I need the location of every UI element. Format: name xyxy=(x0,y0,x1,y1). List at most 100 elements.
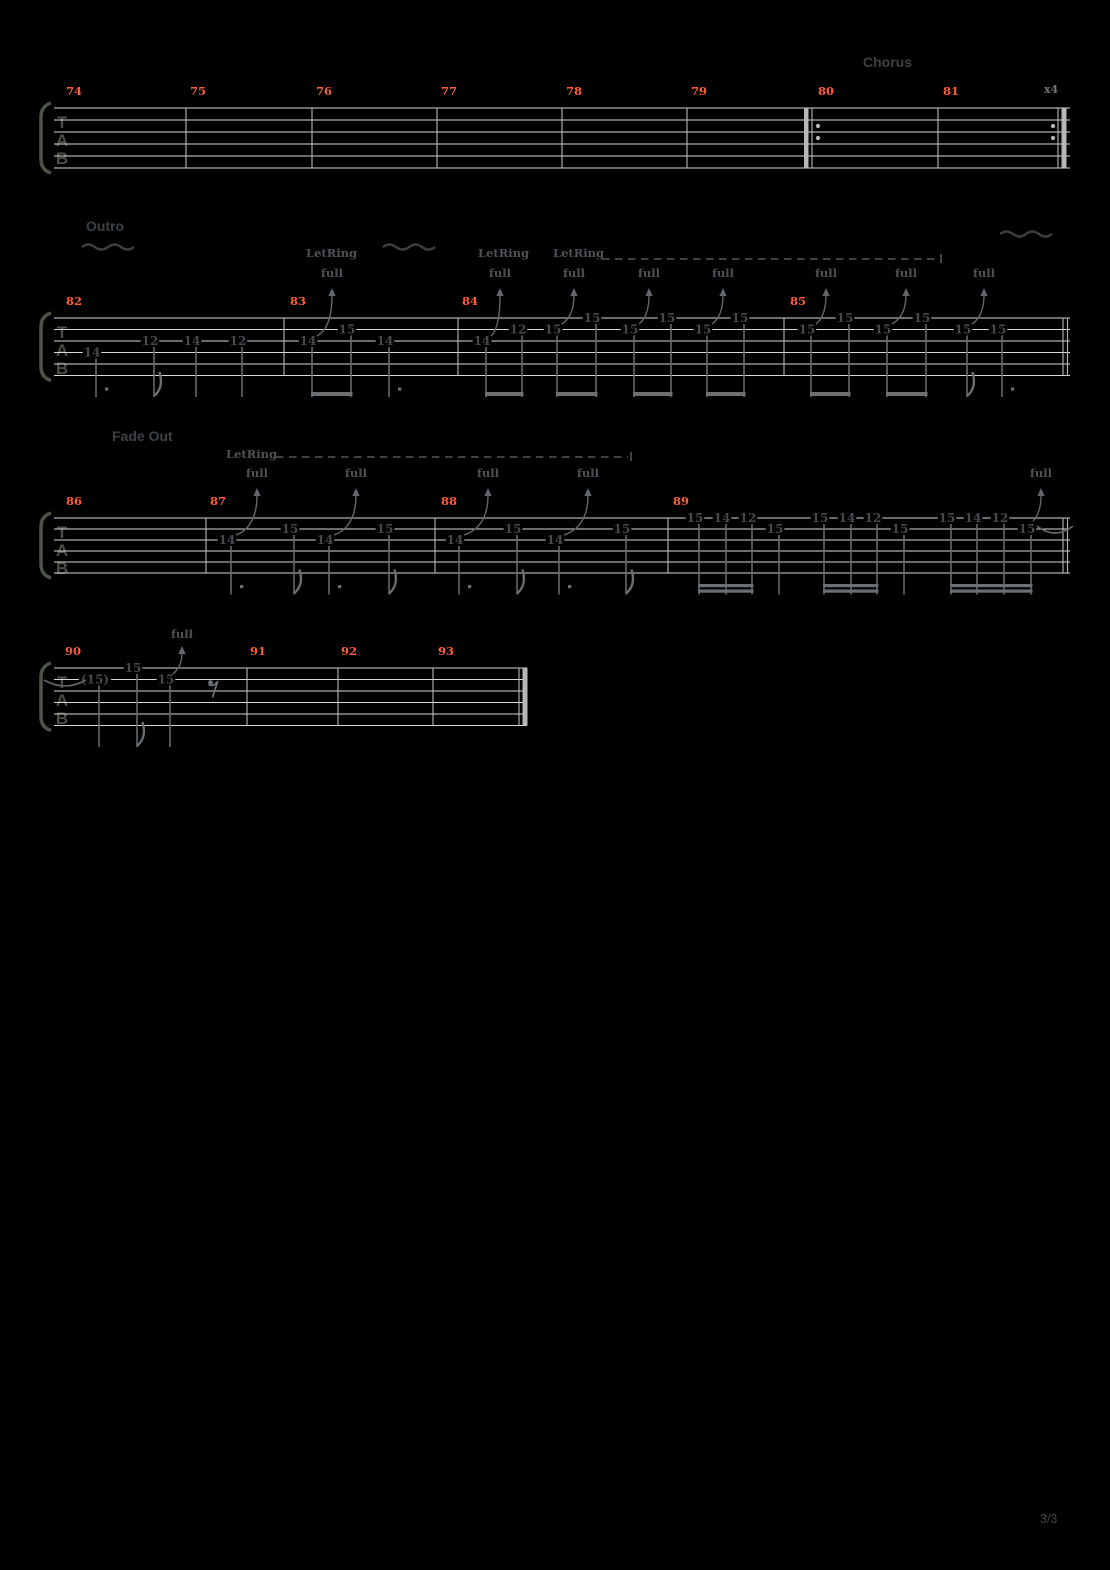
full-bend-label: full xyxy=(246,466,269,480)
measure-number: 92 xyxy=(341,644,357,658)
bend-arrowhead xyxy=(570,288,578,296)
fret-number: 14 xyxy=(547,533,564,547)
fret-number: 15 xyxy=(282,522,299,536)
measure-number: 88 xyxy=(441,494,457,508)
fret-number: 15 xyxy=(812,511,829,525)
fret-number: 12 xyxy=(510,323,527,337)
letring-label: LetRing xyxy=(226,447,277,461)
eighth-flag xyxy=(153,371,163,397)
full-bend-label: full xyxy=(895,266,918,280)
fret-knockout xyxy=(217,534,237,546)
barline-thick xyxy=(522,668,528,726)
fret-number: 14 xyxy=(184,334,201,348)
section-label: Outro xyxy=(86,218,124,234)
eighth-flag xyxy=(388,569,398,595)
beam xyxy=(823,589,879,593)
measure-number: 77 xyxy=(441,84,457,98)
bend-arrowhead xyxy=(352,488,360,496)
bend-arrowhead xyxy=(645,288,653,296)
fret-knockout xyxy=(298,335,318,347)
bend-arrow-shaft xyxy=(333,494,357,536)
fret-knockout xyxy=(890,523,910,535)
beam xyxy=(698,584,754,588)
bend-arrowhead xyxy=(902,288,910,296)
fret-number: 15 xyxy=(892,522,909,536)
full-bend-label: full xyxy=(638,266,661,280)
fret-number: 15 xyxy=(158,673,175,687)
fret-knockout xyxy=(657,312,677,324)
fret-knockout xyxy=(82,346,102,359)
fret-number: 15 xyxy=(505,522,522,536)
system-bracket xyxy=(39,101,52,175)
page-indicator: 3/3 xyxy=(1040,1512,1058,1526)
fret-number: 15 xyxy=(955,323,972,337)
full-bend-label: full xyxy=(171,627,194,641)
fret-knockout xyxy=(280,523,300,535)
bend-arrowhead xyxy=(253,488,261,496)
fret-knockout xyxy=(503,523,523,535)
full-bend-label: full xyxy=(477,466,500,480)
letring-label: LetRing xyxy=(553,246,604,260)
bend-arrow-shaft xyxy=(563,494,589,536)
bend-arrow-shaft xyxy=(235,494,258,536)
bend-arrowhead xyxy=(1037,488,1045,496)
tab-clef-letter: A xyxy=(56,341,68,360)
section-label: Fade Out xyxy=(112,428,173,444)
fret-knockout xyxy=(953,323,973,336)
measure-number: 91 xyxy=(250,644,266,658)
bend-arrowhead xyxy=(178,646,186,654)
bend-arrowhead xyxy=(496,288,504,296)
fret-number: 12 xyxy=(142,334,159,348)
barline-thick xyxy=(804,108,809,168)
fret-knockout xyxy=(990,512,1010,524)
bend-arrow-shaft xyxy=(561,294,575,325)
fret-knockout xyxy=(693,323,713,336)
tab-clef-letter: A xyxy=(56,131,68,150)
full-bend-label: full xyxy=(345,466,368,480)
fret-number: 14 xyxy=(84,346,101,360)
letring-label: LetRing xyxy=(306,246,357,260)
fret-number: 15 xyxy=(799,323,816,337)
fret-number: 15 xyxy=(767,522,784,536)
full-bend-label: full xyxy=(321,266,344,280)
fret-knockout xyxy=(963,512,983,524)
fret-knockout xyxy=(508,323,528,336)
eighth-flag xyxy=(293,569,303,595)
fret-number: 15 xyxy=(614,522,631,536)
repeat-dot xyxy=(1050,135,1056,141)
fret-knockout xyxy=(445,534,465,546)
measure-number: 93 xyxy=(438,644,454,658)
fret-knockout xyxy=(545,534,565,546)
fret-knockout xyxy=(543,323,563,336)
tie-curve xyxy=(43,679,87,687)
system-bracket xyxy=(39,311,52,383)
beam xyxy=(556,392,598,396)
fret-number: 14 xyxy=(714,511,731,525)
fret-number: 12 xyxy=(865,511,882,525)
fret-knockout xyxy=(315,534,335,546)
full-bend-label: full xyxy=(973,266,996,280)
section-label: Chorus xyxy=(863,54,912,70)
fret-knockout xyxy=(937,512,957,524)
eighth-flag xyxy=(966,371,976,397)
system-bracket xyxy=(39,511,52,580)
fret-knockout xyxy=(582,312,602,324)
fret-number: 15 xyxy=(695,323,712,337)
beam xyxy=(311,392,353,396)
repeat-count-label: x4 xyxy=(1044,83,1059,96)
eighth-flag xyxy=(136,721,146,747)
duration-dot xyxy=(338,585,342,589)
fret-knockout xyxy=(837,512,857,524)
fret-number: 15 xyxy=(939,511,956,525)
repeat-dot xyxy=(1050,123,1056,129)
fret-number: 14 xyxy=(839,511,856,525)
eighth-flag xyxy=(516,569,526,595)
vibrato-squiggle xyxy=(382,243,436,251)
tab-clef-letter: T xyxy=(57,113,68,132)
tab-clef-letter: T xyxy=(57,323,68,342)
fret-knockout xyxy=(78,673,112,686)
fret-knockout xyxy=(375,523,395,535)
fret-number: 14 xyxy=(300,334,317,348)
